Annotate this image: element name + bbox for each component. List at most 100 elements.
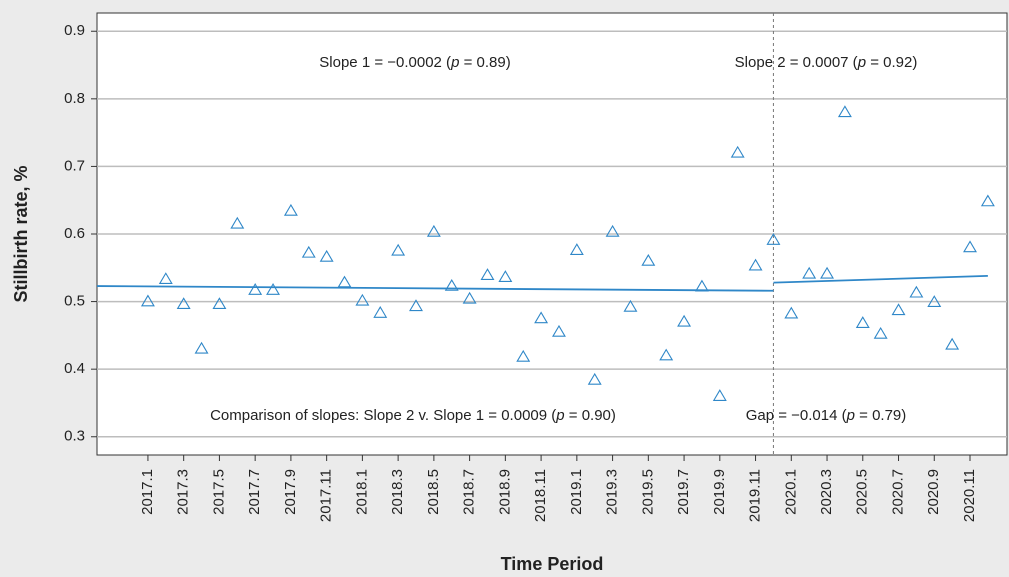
x-tick-label: 2018.11 [532, 469, 549, 522]
x-tick-label: 2017.5 [210, 469, 227, 515]
point [301, 245, 316, 258]
y-tick-label: 0.5 [64, 293, 85, 310]
y-tick-label: 0.4 [64, 360, 85, 377]
point [426, 224, 441, 237]
point [480, 268, 495, 280]
annotation-part: = 0.90) [565, 407, 616, 424]
x-tick-label: 2020.3 [818, 469, 835, 515]
x-tick-label: 2017.3 [175, 469, 192, 515]
point [355, 293, 370, 306]
annotation-part: p [450, 54, 459, 71]
x-tick-label: 2017.11 [318, 469, 335, 522]
point [712, 389, 727, 401]
point [623, 299, 638, 312]
point [605, 224, 620, 237]
point [552, 324, 566, 337]
point [802, 266, 817, 279]
point [945, 337, 960, 350]
y-tick-label: 0.9 [64, 22, 85, 39]
point [230, 216, 245, 229]
annotation: Gap = −0.014 (p = 0.79) [746, 407, 907, 424]
point [909, 285, 924, 298]
x-tick-label: 2020.7 [889, 469, 906, 515]
point [927, 295, 942, 308]
annotation-part: Slope 2 = 0.0007 ( [735, 54, 858, 71]
x-tick-label: 2019.7 [675, 469, 692, 515]
point [730, 145, 745, 158]
y-tick-label: 0.3 [64, 428, 85, 445]
x-tick-label: 2019.9 [711, 469, 728, 515]
x-tick-label: 2017.9 [282, 469, 299, 515]
point [677, 314, 692, 327]
x-tick-label: 2019.11 [747, 469, 764, 522]
point [855, 316, 870, 328]
point [873, 326, 888, 339]
annotation: Comparison of slopes: Slope 2 v. Slope 1… [210, 407, 616, 424]
annotation: Slope 1 = −0.0002 (p = 0.89) [319, 54, 510, 71]
point [534, 311, 549, 324]
point [176, 297, 191, 310]
point [516, 349, 531, 362]
point [498, 270, 513, 283]
point [891, 303, 906, 316]
point [283, 203, 298, 216]
y-axis-title: Stillbirth rate, % [11, 165, 31, 302]
point [963, 240, 977, 253]
annotation-part: = 0.92) [866, 54, 917, 71]
x-tick-label: 2020.1 [782, 469, 799, 515]
x-tick-label: 2020.5 [854, 469, 871, 515]
trend-line [773, 275, 988, 284]
annotation-part: = 0.79) [855, 407, 906, 424]
x-axis-title: Time Period [501, 554, 604, 574]
x-tick-label: 2018.9 [496, 469, 513, 515]
x-tick-label: 2018.1 [353, 469, 370, 515]
point [266, 283, 280, 295]
annotation-part: p [846, 407, 855, 424]
point [569, 243, 584, 255]
point [212, 297, 227, 310]
annotation-part: Gap = −0.014 ( [746, 407, 847, 424]
x-tick-label: 2017.1 [139, 469, 156, 515]
point [337, 275, 352, 288]
point [587, 372, 602, 385]
x-tick-label: 2019.5 [639, 469, 656, 515]
y-tick-label: 0.6 [64, 225, 85, 242]
point [980, 194, 995, 207]
point [694, 279, 709, 292]
annotation-part: p [555, 407, 564, 424]
x-tick-label: 2020.9 [925, 469, 942, 515]
annotation-part: Slope 1 = −0.0002 ( [319, 54, 451, 71]
point [462, 291, 477, 304]
annotation-part: p [857, 54, 866, 71]
point [409, 299, 423, 312]
x-tick-label: 2019.1 [568, 469, 585, 515]
point [766, 232, 781, 245]
annotation: Slope 2 = 0.0007 (p = 0.92) [735, 54, 918, 71]
trend-line [96, 285, 774, 292]
y-tick-label: 0.8 [64, 90, 85, 107]
x-tick-label: 2020.11 [961, 469, 978, 522]
x-tick-label: 2017.7 [246, 469, 263, 515]
point [319, 249, 334, 262]
annotation-part: Comparison of slopes: Slope 2 v. Slope 1… [210, 407, 556, 424]
point [158, 272, 173, 285]
point [641, 253, 656, 266]
x-tick-label: 2018.7 [461, 469, 478, 515]
point [248, 283, 263, 295]
x-tick-label: 2019.3 [604, 469, 621, 515]
point [837, 105, 852, 118]
point [748, 258, 763, 271]
point [784, 306, 799, 319]
point [444, 278, 459, 291]
point [659, 348, 674, 361]
point [391, 243, 406, 256]
annotation-part: = 0.89) [459, 54, 510, 71]
point [373, 305, 388, 318]
point [140, 294, 155, 307]
x-tick-label: 2018.3 [389, 469, 406, 515]
y-tick-label: 0.7 [64, 157, 85, 174]
point [194, 341, 209, 354]
x-tick-label: 2018.5 [425, 469, 442, 515]
